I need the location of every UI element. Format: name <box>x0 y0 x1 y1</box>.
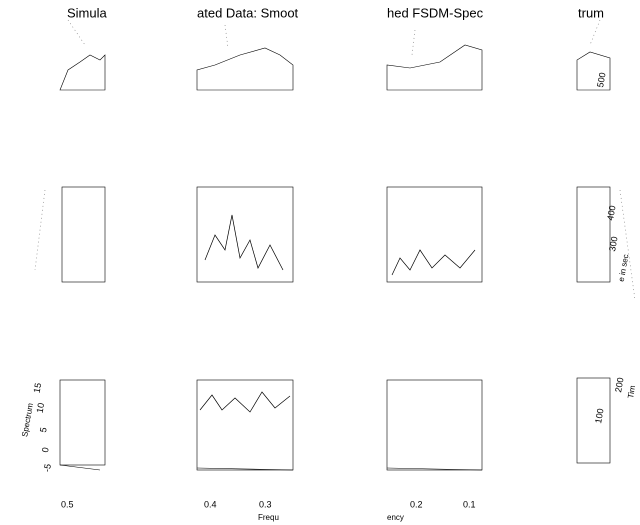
frequency-label: Frequ <box>258 513 279 522</box>
title-fragment: Simula <box>67 5 108 20</box>
time-label: Tim <box>626 384 637 399</box>
frequency-tick: 0.1 <box>463 499 476 509</box>
title-fragment: ated Data: Smoot <box>197 5 299 20</box>
spectrum-tick: 15 <box>32 382 44 394</box>
time-label: e in sec <box>617 254 631 283</box>
spectrum-tick: 10 <box>35 402 47 414</box>
time-tick: 300 <box>607 236 619 253</box>
time-tick: 100 <box>593 408 605 425</box>
time-tick: 400 <box>605 205 617 222</box>
frequency-tick: 0.5 <box>61 499 74 509</box>
spectrum-tick: 5 <box>38 427 49 434</box>
time-tick: 200 <box>613 377 625 394</box>
mesh-tiles <box>34 19 636 471</box>
frequency-tick: 0.4 <box>204 499 217 509</box>
title-fragment: trum <box>578 5 604 20</box>
spectrum-label: Spectrum <box>20 402 35 438</box>
spectrum-tick: -5 <box>42 463 53 473</box>
frequency-tick: 0.2 <box>410 499 423 509</box>
spectrum-tick: 0 <box>40 447 51 454</box>
title-fragment: hed FSDM-Spec <box>387 5 484 20</box>
frequency-tick: 0.3 <box>259 499 272 509</box>
frequency-label: ency <box>387 513 404 522</box>
time-tick: 500 <box>595 72 607 89</box>
